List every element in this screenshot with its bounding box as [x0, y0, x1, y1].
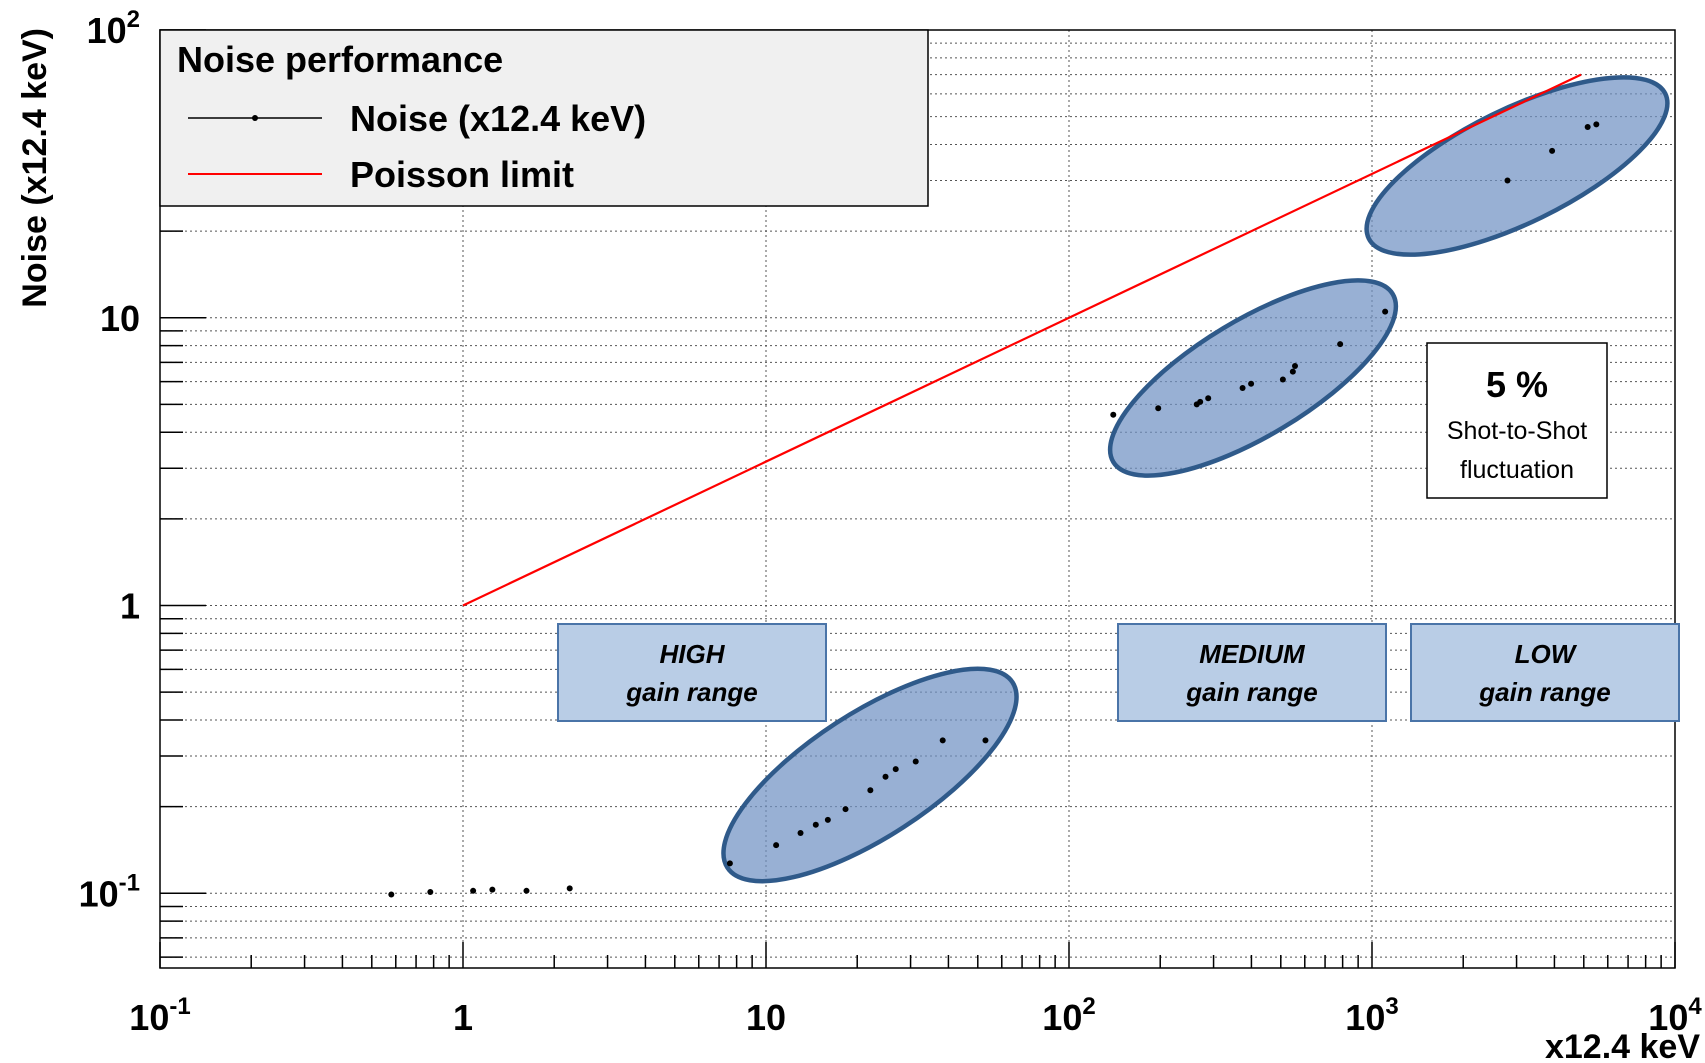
- gain-box-frame: [1117, 623, 1387, 722]
- low-gain-ellipse: [1364, 75, 1670, 257]
- legend-title: Noise performance: [177, 39, 503, 80]
- y-tick-label: 1: [120, 586, 140, 627]
- data-point: [867, 787, 874, 794]
- x-tick-label: 103: [1345, 993, 1398, 1038]
- medium-gain-ellipse: [1107, 278, 1399, 478]
- data-point: [797, 829, 804, 836]
- data-point: [523, 887, 530, 894]
- data-point: [470, 887, 477, 894]
- gain-box-label: gain range: [1478, 677, 1610, 707]
- data-point: [1279, 376, 1286, 383]
- gain-box-label: gain range: [625, 677, 757, 707]
- fluctuation-label-line2: fluctuation: [1460, 456, 1574, 484]
- y-tick-label: 102: [87, 6, 140, 51]
- data-point: [824, 816, 831, 823]
- tick-labels: 10-1 1 10 102 103 104 10-1 1 10 102: [79, 6, 1703, 1038]
- x-tick-label: 10-1: [129, 993, 190, 1038]
- data-point: [726, 860, 733, 867]
- gain-range-boxes: HIGH gain range MEDIUM gain range LOW gain ra…: [557, 623, 1680, 722]
- poisson-limit-line: [462, 73, 1582, 607]
- gain-box-level: HIGH: [660, 639, 726, 669]
- legend: Noise performance Noise (x12.4 keV) Pois…: [159, 29, 929, 207]
- data-point: [1382, 308, 1389, 315]
- data-point: [1593, 121, 1600, 128]
- fluctuation-value: 5 %: [1486, 364, 1548, 405]
- y-axis-label: Noise (x12.4 keV): [16, 28, 54, 308]
- data-point: [892, 766, 899, 773]
- legend-entry-poisson: Poisson limit: [350, 154, 574, 195]
- x-tick-label: 10: [746, 997, 786, 1038]
- x-tick-label: 102: [1042, 993, 1095, 1038]
- gain-box-frame: [1410, 623, 1680, 722]
- data-point: [1584, 124, 1591, 131]
- fluctuation-box-frame: [1426, 342, 1608, 499]
- data-point: [1291, 362, 1298, 369]
- gain-box-level: MEDIUM: [1199, 639, 1306, 669]
- data-point: [566, 885, 573, 892]
- data-point: [882, 773, 889, 780]
- x-tick-label: 1: [453, 997, 473, 1038]
- data-point: [1239, 385, 1246, 392]
- data-point: [982, 737, 989, 744]
- legend-marker-noise: [252, 115, 258, 121]
- fluctuation-box: 5 % Shot-to-Shot fluctuation: [1426, 342, 1608, 499]
- medium-gain-box: MEDIUM gain range: [1117, 623, 1387, 722]
- fluctuation-label-line1: Shot-to-Shot: [1447, 417, 1587, 445]
- x-tick-label: 104: [1648, 993, 1702, 1038]
- data-point: [773, 842, 780, 849]
- gain-box-frame: [557, 623, 827, 722]
- y-tick-label: 10: [100, 298, 140, 339]
- poisson-limit-series: [462, 73, 1582, 607]
- legend-entry-noise: Noise (x12.4 keV): [350, 98, 646, 139]
- data-point: [1504, 177, 1511, 184]
- data-point: [1248, 380, 1255, 387]
- data-point: [1289, 368, 1296, 375]
- data-point: [427, 889, 434, 896]
- data-point: [939, 737, 946, 744]
- low-gain-box: LOW gain range: [1410, 623, 1680, 722]
- data-point: [812, 821, 819, 828]
- data-point: [912, 758, 919, 765]
- high-gain-ellipse: [721, 666, 1019, 884]
- data-point: [1197, 398, 1204, 405]
- gain-box-label: gain range: [1185, 677, 1317, 707]
- data-point: [1337, 341, 1344, 348]
- data-point: [842, 806, 849, 813]
- data-point: [388, 891, 395, 898]
- data-point: [489, 886, 496, 893]
- data-point: [1110, 411, 1117, 418]
- gain-range-ellipses: [721, 75, 1670, 884]
- noise-data-points: [388, 121, 1600, 898]
- gain-box-level: LOW: [1515, 639, 1578, 669]
- data-point: [1205, 395, 1212, 402]
- high-gain-box: HIGH gain range: [557, 623, 827, 722]
- y-tick-label: 10-1: [79, 869, 140, 914]
- x-axis-label: x12.4 keV: [1545, 1028, 1700, 1063]
- data-point: [1549, 147, 1556, 154]
- data-point: [1155, 405, 1162, 412]
